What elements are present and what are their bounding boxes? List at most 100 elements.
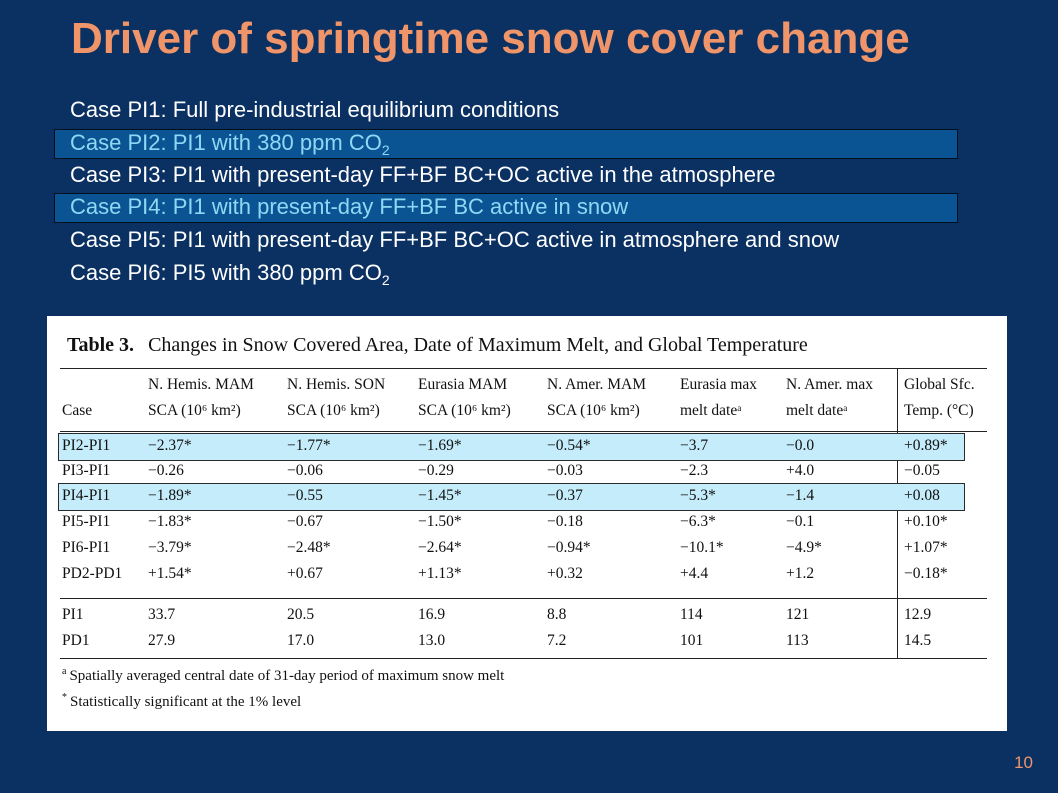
table-cell: PI3-PI1 [62, 462, 111, 479]
table-cell: −4.9* [786, 539, 822, 556]
table-cell: 17.0 [287, 632, 315, 649]
table-footnote: a Spatially averaged central date of 31-d… [62, 666, 505, 685]
table-cell: PI4-PI1 [62, 487, 111, 504]
table-cell: 101 [680, 632, 704, 649]
table-cell: −1.69* [418, 437, 462, 454]
bottom-rule [60, 658, 987, 659]
table-cell: −2.37* [148, 437, 192, 454]
case-subscript: 2 [381, 142, 390, 158]
table-cell: +0.08 [904, 487, 940, 504]
case-line: Case PI2: PI1 with 380 ppm CO2 [70, 127, 390, 158]
table-cell: PI1 [62, 606, 84, 623]
table-cell: 14.5 [904, 632, 932, 649]
case-text: Case PI5: PI1 with present-day FF+BF BC+… [70, 227, 840, 252]
table-cell: 114 [680, 606, 703, 623]
table-cell: −1.83* [148, 513, 192, 530]
table-cell: PI6-PI1 [62, 539, 111, 556]
table-cell: −0.29 [418, 462, 454, 479]
case-text: Case PI1: Full pre-industrial equilibriu… [70, 97, 560, 122]
column-header-bottom: SCA (10⁶ km²) [418, 402, 511, 419]
table-cell: −1.45* [418, 487, 462, 504]
table-cell: +0.10* [904, 513, 948, 530]
case-line: Case PI5: PI1 with present-day FF+BF BC+… [70, 224, 839, 255]
table-cell: PD2-PD1 [62, 565, 123, 582]
table-cell: 7.2 [547, 632, 567, 649]
column-header-bottom: melt dateᵃ [680, 402, 742, 419]
table-cell: −0.05 [904, 462, 940, 479]
vertical-rule [897, 368, 898, 658]
table-cell: +0.89* [904, 437, 948, 454]
table-cell: +1.54* [148, 565, 192, 582]
column-header-bottom: SCA (10⁶ km²) [148, 402, 241, 419]
table-caption-text: Changes in Snow Covered Area, Date of Ma… [148, 334, 808, 356]
column-header-top: Eurasia MAM [418, 376, 508, 393]
table-cell: −3.79* [148, 539, 192, 556]
column-header-bottom: SCA (10⁶ km²) [547, 402, 640, 419]
table-cell: −0.18* [904, 565, 948, 582]
case-highlight-box [54, 129, 958, 159]
table-image: Table 3. Changes in Snow Covered Area, Da… [47, 316, 1007, 731]
table-cell: 121 [786, 606, 810, 623]
footnote-mark: * [62, 692, 67, 703]
table-cell: PD1 [62, 632, 90, 649]
table-cell: −2.48* [287, 539, 331, 556]
column-header-top: N. Hemis. MAM [148, 376, 254, 393]
table-cell: 20.5 [287, 606, 315, 623]
slide-title: Driver of springtime snow cover change [71, 14, 910, 63]
table-cell: −2.64* [418, 539, 462, 556]
table-cell: +0.32 [547, 565, 583, 582]
table-cell: −1.89* [148, 487, 192, 504]
case-line: Case PI6: PI5 with 380 ppm CO2 [70, 257, 390, 288]
table-cell: +1.07* [904, 539, 948, 556]
table-cell: −0.03 [547, 462, 583, 479]
table-cell: −0.18 [547, 513, 583, 530]
footnote-text: Spatially averaged central date of 31-da… [69, 668, 505, 684]
column-header-bottom: melt dateᵃ [786, 402, 848, 419]
page-number: 10 [1014, 753, 1033, 772]
column-header-top: N. Hemis. SON [287, 376, 386, 393]
table-cell: −0.1 [786, 513, 815, 530]
case-text: Case PI3: PI1 with present-day FF+BF BC+… [70, 162, 776, 187]
table-cell: −0.26 [148, 462, 184, 479]
table-cell: +0.67 [287, 565, 323, 582]
column-header-bottom: SCA (10⁶ km²) [287, 402, 380, 419]
table-cell: 113 [786, 632, 809, 649]
top-rule [60, 368, 987, 369]
table-cell: −0.37 [547, 487, 583, 504]
case-highlight-box [54, 193, 958, 223]
table-label: Table 3. [67, 334, 135, 356]
column-header-top: Eurasia max [680, 376, 758, 393]
table-cell: −0.54* [547, 437, 591, 454]
table-cell: 33.7 [148, 606, 176, 623]
case-line: Case PI3: PI1 with present-day FF+BF BC+… [70, 159, 776, 190]
table-cell: 13.0 [418, 632, 446, 649]
case-line: Case PI1: Full pre-industrial equilibriu… [70, 94, 559, 125]
footnote-text: Statistically significant at the 1% leve… [70, 694, 302, 710]
table-cell: 27.9 [148, 632, 176, 649]
table-cell: −0.06 [287, 462, 323, 479]
row-highlight-box [58, 433, 965, 461]
table-cell: +4.0 [786, 462, 815, 479]
table-cell: +1.13* [418, 565, 462, 582]
footnote-mark: a [62, 666, 67, 677]
table-caption: Table 3. Changes in Snow Covered Area, Da… [67, 334, 808, 357]
table-cell: −0.94* [547, 539, 591, 556]
case-text: Case PI2: PI1 with 380 ppm CO [70, 130, 382, 155]
table-cell: −0.0 [786, 437, 815, 454]
group-rule [60, 598, 987, 599]
table-cell: −5.3* [680, 487, 716, 504]
table-cell: −10.1* [680, 539, 724, 556]
table-cell: −1.77* [287, 437, 331, 454]
table-cell: −2.3 [680, 462, 709, 479]
header-rule [60, 431, 987, 432]
table-cell: −1.50* [418, 513, 462, 530]
column-header-bottom: Case [62, 402, 93, 419]
row-highlight-box [58, 483, 965, 511]
column-header-bottom: Temp. (°C) [904, 402, 974, 419]
table-cell: PI2-PI1 [62, 437, 111, 454]
case-text: Case PI6: PI5 with 380 ppm CO [70, 260, 382, 285]
table-cell: −6.3* [680, 513, 716, 530]
table-cell: −1.4 [786, 487, 815, 504]
table-footnote: * Statistically significant at the 1% lev… [62, 692, 302, 711]
table-cell: 8.8 [547, 606, 567, 623]
